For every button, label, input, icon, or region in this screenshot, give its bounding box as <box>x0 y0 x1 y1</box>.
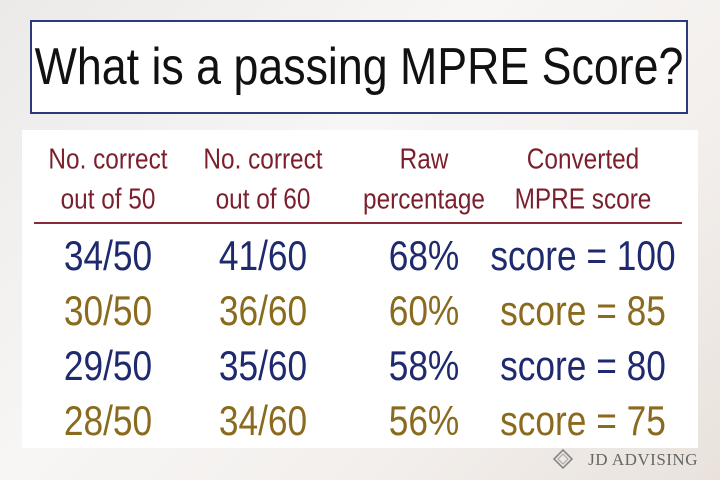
table-cell: 36/60 <box>218 287 308 334</box>
table-cell: 30/50 <box>63 287 153 334</box>
table-cell: 58% <box>388 342 460 389</box>
table-cell: 29/50 <box>63 342 153 389</box>
header-rule <box>34 222 682 224</box>
table-cell: score = 85 <box>500 287 666 334</box>
column-header: out of 50 <box>60 183 156 216</box>
table-cell: 34/50 <box>63 232 153 279</box>
column-header: percentage <box>363 183 485 216</box>
table-cell: 41/60 <box>218 232 308 279</box>
column-header: MPRE score <box>514 183 652 216</box>
column-header: No. correct <box>203 143 323 176</box>
table-panel <box>22 130 698 448</box>
table-cell: 60% <box>388 287 460 334</box>
table-cell: score = 100 <box>490 232 676 279</box>
table-cell: 56% <box>388 397 460 444</box>
table-cell: 68% <box>388 232 460 279</box>
title: What is a passing MPRE Score? <box>34 38 684 96</box>
table-cell: score = 75 <box>500 397 666 444</box>
title-box: What is a passing MPRE Score? <box>30 20 688 114</box>
column-header: out of 60 <box>215 183 311 216</box>
brand: JD ADVISING <box>588 450 698 469</box>
table-cell: 34/60 <box>218 397 308 444</box>
column-header: Raw <box>399 143 449 176</box>
logo <box>552 448 574 470</box>
column-header: Converted <box>526 143 640 176</box>
table-cell: 28/50 <box>63 397 153 444</box>
column-header: No. correct <box>48 143 168 176</box>
table-cell: score = 80 <box>500 342 666 389</box>
table-cell: 35/60 <box>218 342 308 389</box>
